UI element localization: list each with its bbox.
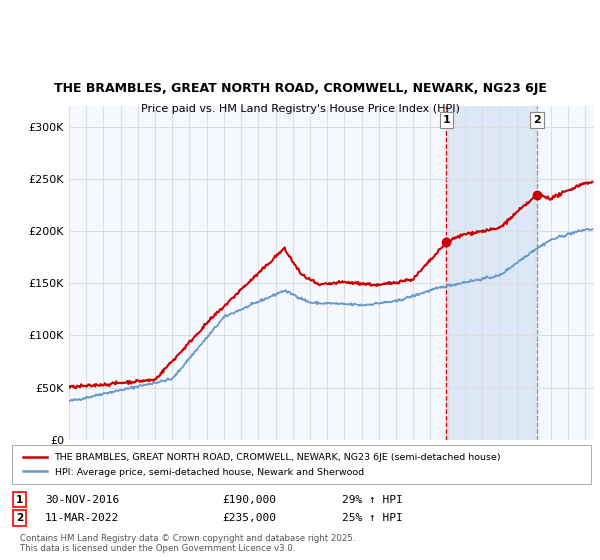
Text: £235,000: £235,000 [222,513,276,523]
Bar [446,106,537,440]
Text: 11-MAR-2022: 11-MAR-2022 [45,513,119,523]
Text: Contains HM Land Registry data © Crown copyright and database right 2025.
This d: Contains HM Land Registry data © Crown c… [20,534,355,553]
Legend: THE BRAMBLES, GREAT NORTH ROAD, CROMWELL, NEWARK, NG23 6JE (semi-detached house): THE BRAMBLES, GREAT NORTH ROAD, CROMWELL… [20,449,505,480]
Text: THE BRAMBLES, GREAT NORTH ROAD, CROMWELL, NEWARK, NG23 6JE: THE BRAMBLES, GREAT NORTH ROAD, CROMWELL… [53,82,547,95]
Text: 2: 2 [533,115,541,125]
Text: 30-NOV-2016: 30-NOV-2016 [45,494,119,505]
Text: 2: 2 [16,513,23,523]
Text: £190,000: £190,000 [222,494,276,505]
Text: 1: 1 [16,494,23,505]
Text: 29% ↑ HPI: 29% ↑ HPI [342,494,403,505]
Text: Price paid vs. HM Land Registry's House Price Index (HPI): Price paid vs. HM Land Registry's House … [140,104,460,114]
Text: 25% ↑ HPI: 25% ↑ HPI [342,513,403,523]
Text: 1: 1 [442,115,450,125]
